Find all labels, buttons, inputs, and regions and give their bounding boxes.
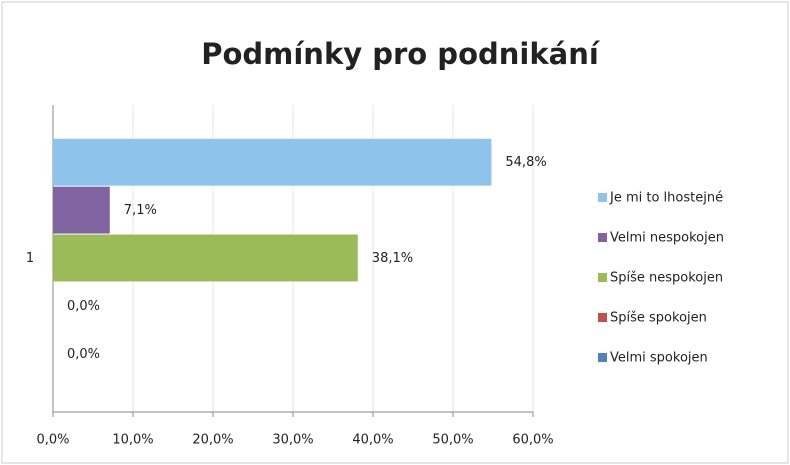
bar xyxy=(53,186,110,234)
legend-swatch xyxy=(598,353,607,362)
x-tick-label: 20,0% xyxy=(192,433,233,448)
legend-swatch xyxy=(598,273,607,282)
x-tick-label: 50,0% xyxy=(432,433,473,448)
x-tick-label: 30,0% xyxy=(272,433,313,448)
legend-swatch xyxy=(598,233,607,242)
legend-label: Spíše nespokojen xyxy=(610,271,723,286)
bar xyxy=(53,138,492,186)
legend-swatch xyxy=(598,193,607,202)
x-tick-label: 40,0% xyxy=(352,433,393,448)
x-tick-label: 60,0% xyxy=(512,433,553,448)
value-label: 0,0% xyxy=(67,299,100,314)
y-tick-label: 1 xyxy=(26,251,34,266)
value-label: 38,1% xyxy=(372,251,413,266)
legend-swatch xyxy=(598,313,607,322)
legend-label: Velmi nespokojen xyxy=(610,231,724,246)
x-tick-label: 10,0% xyxy=(112,433,153,448)
chart-title: Podmínky pro podnikání xyxy=(201,37,601,71)
legend-label: Velmi spokojen xyxy=(610,351,708,366)
value-label: 0,0% xyxy=(67,347,100,362)
legend-label: Je mi to lhostejné xyxy=(609,191,723,206)
value-label: 54,8% xyxy=(505,155,546,170)
bar xyxy=(53,234,358,282)
x-tick-label: 0,0% xyxy=(36,433,69,448)
value-label: 7,1% xyxy=(124,203,157,218)
legend-label: Spíše spokojen xyxy=(610,311,707,326)
